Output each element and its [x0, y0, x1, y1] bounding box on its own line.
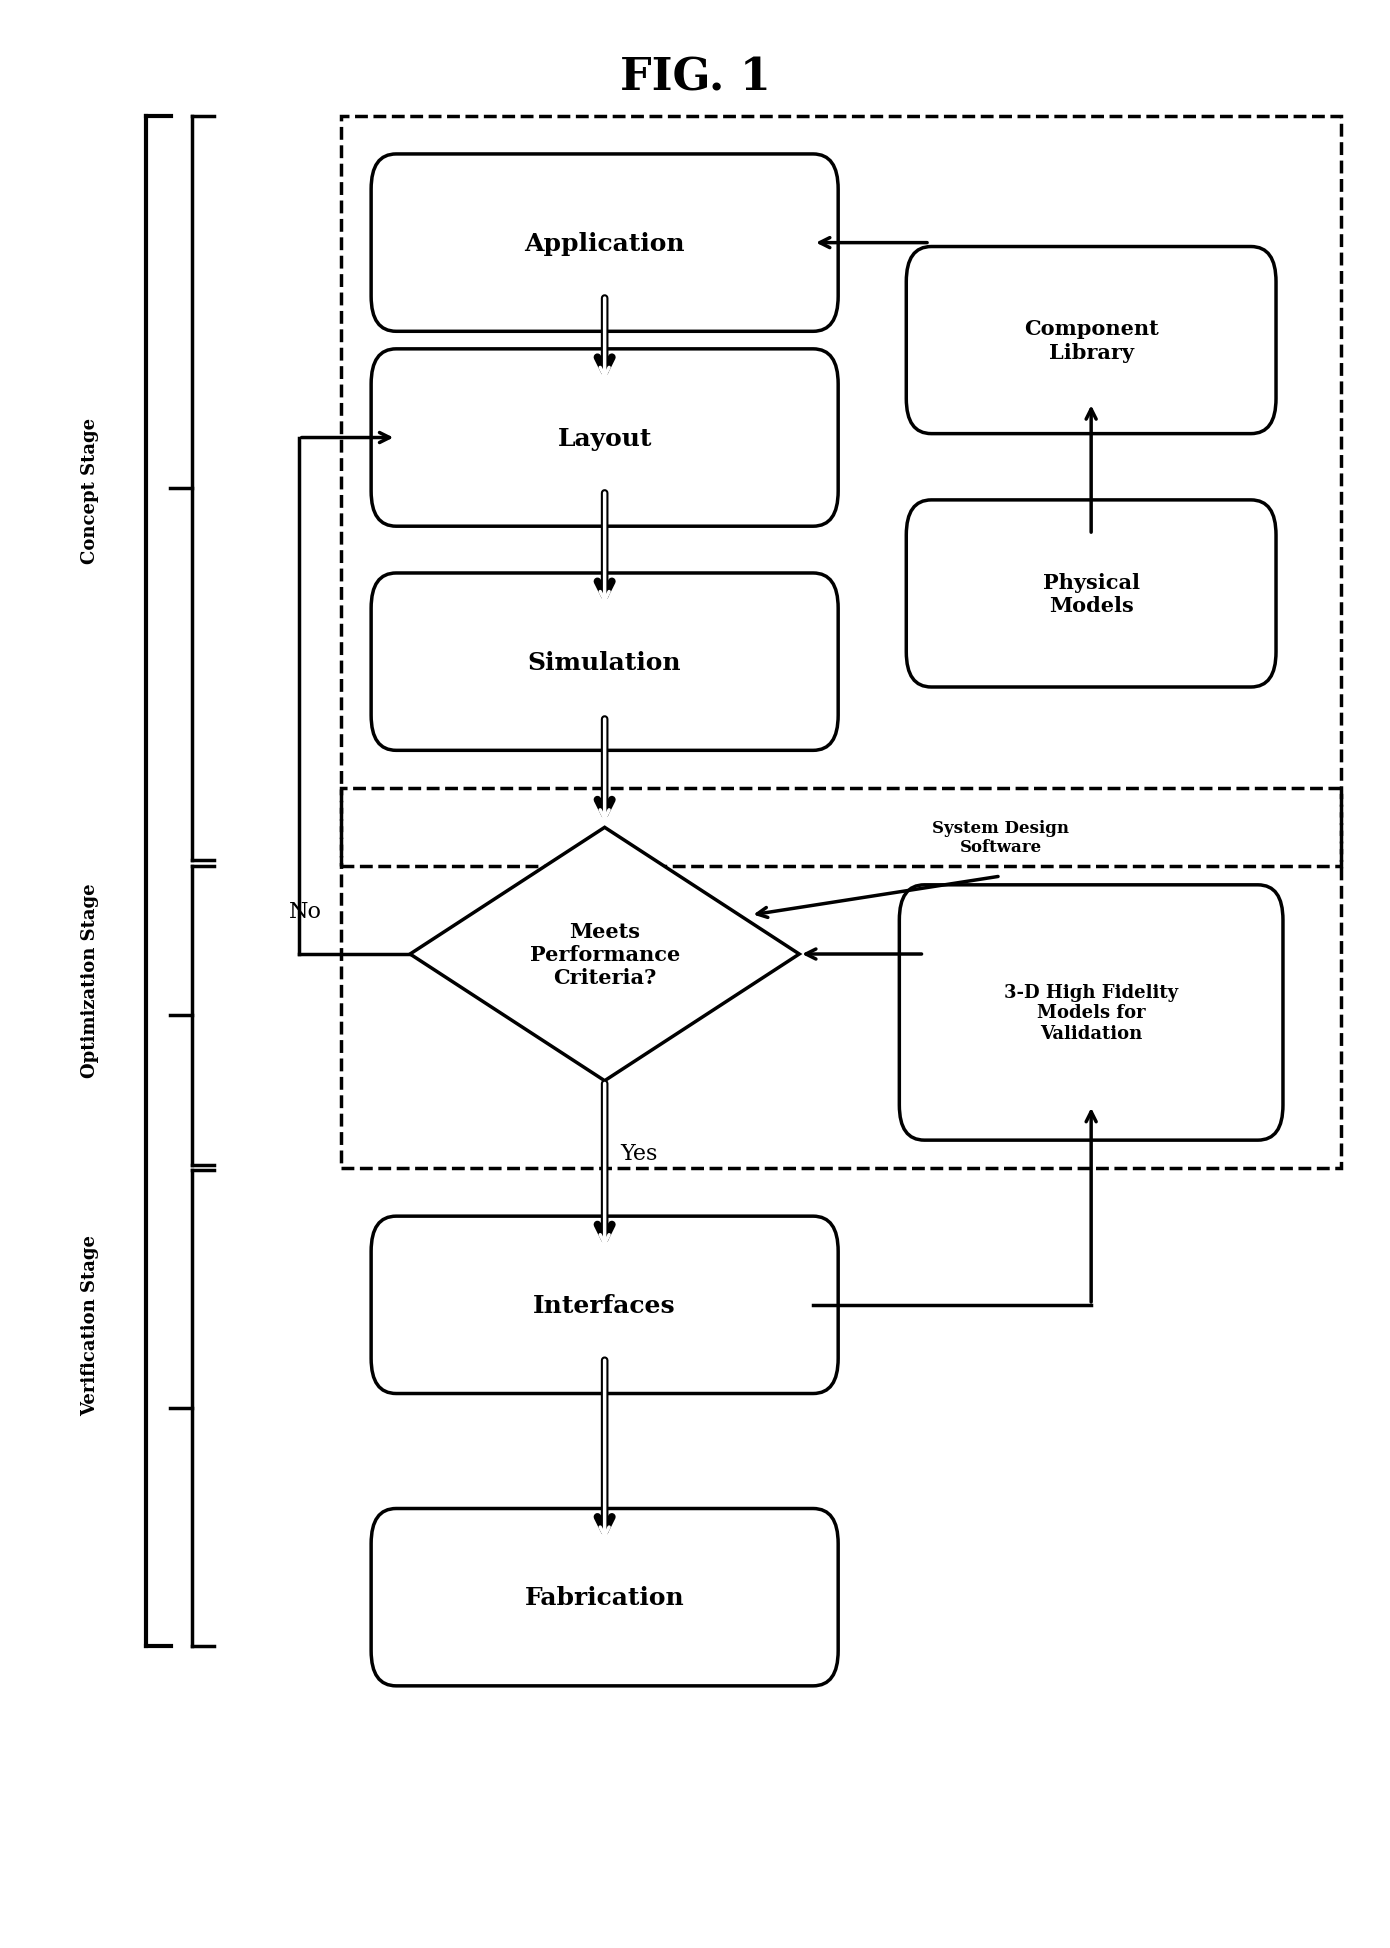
FancyBboxPatch shape — [371, 1216, 838, 1395]
Text: Optimization Stage: Optimization Stage — [82, 882, 99, 1077]
Text: Simulation: Simulation — [528, 651, 681, 674]
Text: Yes: Yes — [621, 1142, 657, 1165]
Text: Meets
Performance
Criteria?: Meets Performance Criteria? — [530, 921, 680, 988]
Text: Layout: Layout — [557, 427, 652, 450]
Text: Fabrication: Fabrication — [525, 1586, 684, 1609]
Text: Application: Application — [524, 232, 685, 255]
Text: Verification Stage: Verification Stage — [82, 1235, 99, 1414]
FancyBboxPatch shape — [371, 1508, 838, 1685]
FancyBboxPatch shape — [906, 501, 1276, 688]
Text: Interfaces: Interfaces — [534, 1293, 676, 1317]
FancyBboxPatch shape — [899, 884, 1283, 1142]
FancyBboxPatch shape — [371, 351, 838, 526]
FancyBboxPatch shape — [371, 156, 838, 331]
Polygon shape — [410, 828, 799, 1081]
Text: System Design
Software: System Design Software — [933, 820, 1069, 855]
Text: No: No — [289, 900, 322, 923]
FancyBboxPatch shape — [371, 573, 838, 750]
Text: 3-D High Fidelity
Models for
Validation: 3-D High Fidelity Models for Validation — [1004, 984, 1179, 1042]
Text: Physical
Models: Physical Models — [1042, 573, 1140, 616]
Text: FIG. 1: FIG. 1 — [620, 56, 770, 99]
Text: Concept Stage: Concept Stage — [82, 419, 99, 563]
FancyBboxPatch shape — [906, 247, 1276, 434]
Text: Component
Library: Component Library — [1024, 319, 1158, 362]
